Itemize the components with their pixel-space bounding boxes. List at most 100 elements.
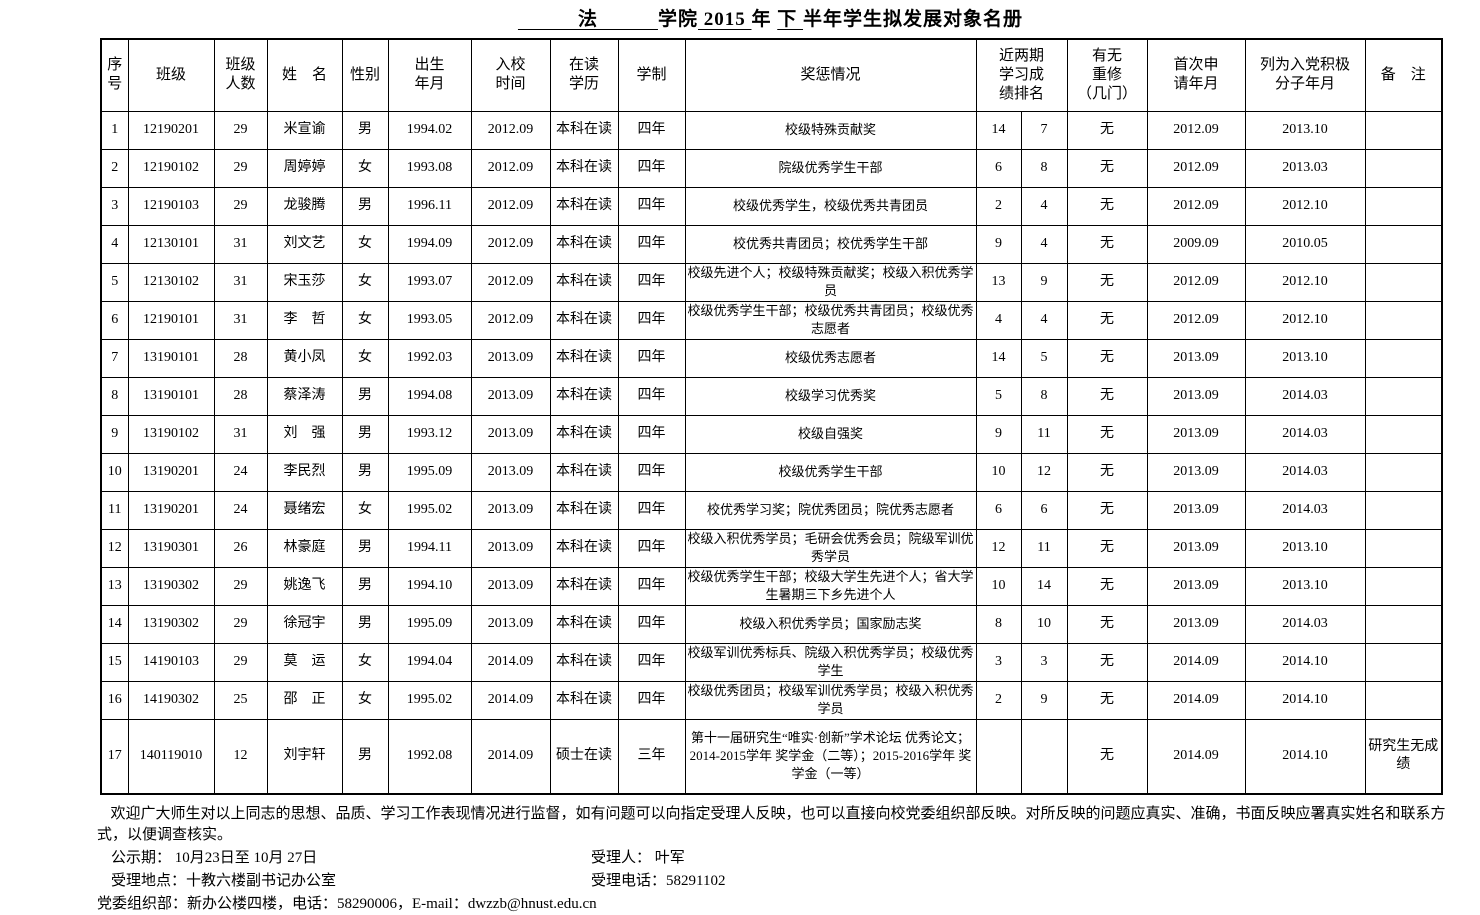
title-year-label: 年 — [751, 9, 778, 30]
cell-awards: 校级优秀志愿者 — [684, 338, 977, 378]
table-row: 5 12130102 31 宋玉莎女 1993.07 2012.09 本科在读 四年 校级先进个… — [100, 262, 1443, 302]
cell-class: 13190301 — [127, 528, 215, 568]
student-table-body: 1 12190201 29 米宣谕男 1994.02 2012.09 本科在读 四年 校级特殊贡… — [100, 110, 1443, 795]
cell-name: 莫 运 — [266, 642, 343, 682]
cell-first-apply: 2014.09 — [1146, 718, 1246, 795]
footer: 欢迎广大师生对以上同志的思想、品质、学习工作表现情况进行监督，如有问题可以向指定… — [97, 804, 1447, 915]
cell-enroll: 2013.09 — [470, 376, 551, 416]
cell-rank-1: 9 — [975, 224, 1022, 264]
cell-no: 14 — [100, 604, 129, 644]
footer-line-2: 受理地点：十教六楼副书记办公室 受理电话：58291102 — [97, 870, 1447, 892]
cell-degree: 本科在读 — [549, 300, 619, 340]
header-activist-date: 列为入党积极 分子年月 — [1244, 38, 1366, 112]
cell-retake: 无 — [1066, 262, 1148, 302]
header-row: 序 号 班级 班级 人数 姓 名 性别 出生 年月 入校 时间 在读 学历 学制… — [100, 38, 1443, 112]
cell-birth: 1993.08 — [387, 148, 472, 188]
cell-degree: 本科在读 — [549, 148, 619, 188]
cell-birth: 1995.09 — [387, 452, 472, 492]
cell-rank-1: 10 — [975, 566, 1022, 606]
cell-enroll: 2012.09 — [470, 110, 551, 150]
cell-class-size: 29 — [213, 148, 268, 188]
cell-birth: 1992.03 — [387, 338, 472, 378]
cell-remark — [1364, 452, 1443, 492]
cell-retake: 无 — [1066, 642, 1148, 682]
title-term: 下 — [777, 9, 804, 30]
cell-activist-date: 2014.10 — [1244, 718, 1366, 795]
page-title: 法 学院 2015 年 下 半年学生拟发展对象名册 — [100, 4, 1441, 31]
table-row: 17 140119010 12 刘宇轩男 1992.08 2014.09 硕士在读 三年 第十一… — [100, 718, 1443, 795]
cell-name: 龙骏腾 — [266, 186, 343, 226]
cell-gender: 女 — [341, 338, 389, 378]
cell-no: 1 — [100, 110, 129, 150]
cell-class: 13190302 — [127, 566, 215, 606]
cell-class-size: 24 — [213, 452, 268, 492]
cell-rank-2 — [1020, 718, 1068, 795]
cell-activist-date: 2014.03 — [1244, 414, 1366, 454]
cell-class: 12190101 — [127, 300, 215, 340]
cell-rank-1: 2 — [975, 680, 1022, 720]
cell-duration: 四年 — [617, 642, 686, 682]
cell-remark — [1364, 186, 1443, 226]
cell-activist-date: 2013.10 — [1244, 110, 1366, 150]
header-first-apply: 首次申 请年月 — [1146, 38, 1246, 112]
cell-first-apply: 2013.09 — [1146, 338, 1246, 378]
cell-first-apply: 2012.09 — [1146, 148, 1246, 188]
cell-no: 17 — [100, 718, 129, 795]
cell-retake: 无 — [1066, 490, 1148, 530]
acceptance-phone: 受理电话：58291102 — [591, 873, 726, 889]
cell-remark — [1364, 528, 1443, 568]
table-row: 10 13190201 24 李民烈男 1995.09 2013.09 本科在读 四年 校级优秀… — [100, 452, 1443, 492]
cell-awards: 院级优秀学生干部 — [684, 148, 977, 188]
cell-awards: 校级优秀学生，校级优秀共青团员 — [684, 186, 977, 226]
cell-rank-2: 4 — [1020, 186, 1068, 226]
cell-duration: 四年 — [617, 528, 686, 568]
table-row: 13 13190302 29 姚逸飞男 1994.10 2013.09 本科在读 四年 校级优秀… — [100, 566, 1443, 606]
acceptor: 受理人： 叶军 — [591, 850, 685, 866]
cell-remark — [1364, 414, 1443, 454]
cell-awards: 校级先进个人；校级特殊贡献奖；校级入积优秀学员 — [684, 262, 977, 302]
table-row: 12 13190301 26 林豪庭男 1994.11 2013.09 本科在读 四年 校级入积… — [100, 528, 1443, 568]
cell-duration: 四年 — [617, 680, 686, 720]
table-row: 1 12190201 29 米宣谕男 1994.02 2012.09 本科在读 四年 校级特殊贡… — [100, 110, 1443, 150]
cell-name: 李 哲 — [266, 300, 343, 340]
cell-rank-2: 3 — [1020, 642, 1068, 682]
cell-retake: 无 — [1066, 680, 1148, 720]
cell-awards: 校级优秀团员；校级军训优秀学员；校级入积优秀学员 — [684, 680, 977, 720]
cell-birth: 1994.08 — [387, 376, 472, 416]
cell-enroll: 2013.09 — [470, 490, 551, 530]
supervision-notice: 欢迎广大师生对以上同志的思想、品质、学习工作表现情况进行监督，如有问题可以向指定… — [97, 806, 1446, 843]
cell-degree: 本科在读 — [549, 680, 619, 720]
cell-rank-1: 3 — [975, 642, 1022, 682]
table-row: 6 12190101 31 李 哲女 1993.05 2012.09 本科在读 四年 校级优秀学… — [100, 300, 1443, 340]
cell-name: 刘宇轩 — [266, 718, 343, 795]
cell-duration: 四年 — [617, 110, 686, 150]
cell-rank-1: 10 — [975, 452, 1022, 492]
cell-class-size: 28 — [213, 338, 268, 378]
cell-gender: 男 — [341, 452, 389, 492]
cell-degree: 本科在读 — [549, 110, 619, 150]
cell-enroll: 2014.09 — [470, 642, 551, 682]
cell-name: 宋玉莎 — [266, 262, 343, 302]
cell-retake: 无 — [1066, 224, 1148, 264]
title-suffix: 半年学生拟发展对象名册 — [803, 9, 1024, 30]
cell-retake: 无 — [1066, 528, 1148, 568]
cell-no: 5 — [100, 262, 129, 302]
cell-awards: 第十一届研究生“唯实·创新”学术论坛 优秀论文；2014-2015学年 奖学金（… — [684, 718, 977, 795]
cell-rank-2: 5 — [1020, 338, 1068, 378]
cell-degree: 本科在读 — [549, 604, 619, 644]
cell-class-size: 12 — [213, 718, 268, 795]
cell-no: 12 — [100, 528, 129, 568]
cell-duration: 四年 — [617, 186, 686, 226]
cell-class: 12190103 — [127, 186, 215, 226]
footer-line-1: 公示期： 10月23日至 10月 27日 受理人： 叶军 — [97, 847, 1447, 869]
cell-awards: 校级优秀学生干部 — [684, 452, 977, 492]
cell-first-apply: 2012.09 — [1146, 300, 1246, 340]
cell-enroll: 2013.09 — [470, 566, 551, 606]
cell-rank-2: 12 — [1020, 452, 1068, 492]
cell-class: 13190201 — [127, 490, 215, 530]
cell-no: 8 — [100, 376, 129, 416]
cell-first-apply: 2013.09 — [1146, 376, 1246, 416]
cell-enroll: 2013.09 — [470, 338, 551, 378]
cell-birth: 1993.12 — [387, 414, 472, 454]
cell-remark — [1364, 642, 1443, 682]
